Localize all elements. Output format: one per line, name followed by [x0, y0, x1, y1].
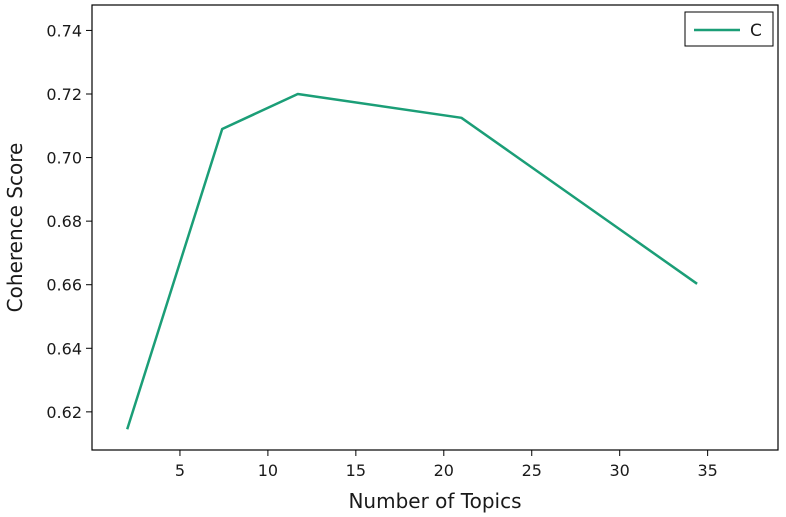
y-axis-ticks: 0.62 0.64 0.66 0.68 0.70 0.72 0.74 — [46, 21, 92, 422]
x-tick-label: 25 — [522, 461, 542, 480]
plot-area-frame — [91, 4, 779, 451]
x-axis-ticks: 5 10 15 20 25 30 35 — [175, 450, 718, 480]
series-layer — [126, 92, 698, 430]
y-tick-label: 0.70 — [46, 149, 82, 168]
x-tick-label: 10 — [258, 461, 278, 480]
x-tick-label: 20 — [434, 461, 454, 480]
x-tick-label: 5 — [175, 461, 185, 480]
y-tick-label: 0.62 — [46, 403, 82, 422]
series-line-c — [126, 92, 698, 430]
x-tick-label: 15 — [346, 461, 366, 480]
legend-label-c: C — [750, 21, 762, 41]
y-tick-label: 0.72 — [46, 85, 82, 104]
legend: C — [684, 11, 774, 47]
y-tick-label: 0.68 — [46, 212, 82, 231]
x-tick-label: 35 — [697, 461, 717, 480]
x-tick-label: 30 — [610, 461, 630, 480]
y-tick-label: 0.66 — [46, 276, 82, 295]
y-axis-label: Coherence Score — [3, 143, 27, 313]
y-tick-label: 0.74 — [46, 21, 82, 40]
y-tick-label: 0.64 — [46, 339, 82, 358]
x-axis-label: Number of Topics — [348, 489, 521, 513]
